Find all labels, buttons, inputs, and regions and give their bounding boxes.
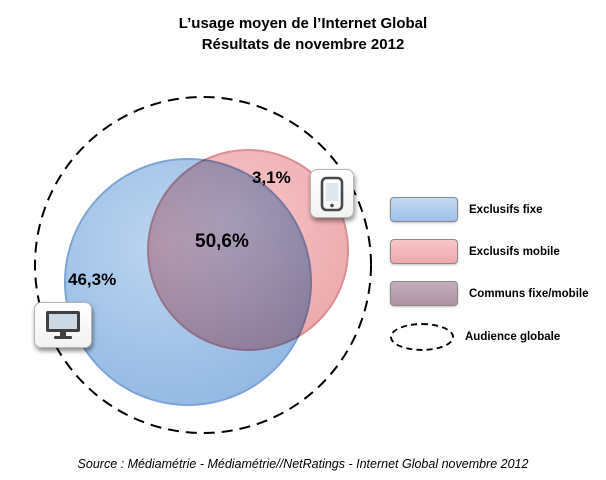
pct-label-exclusifs-fixe: 46,3% xyxy=(68,270,117,289)
legend-label-mobile: Exclusifs mobile xyxy=(469,245,560,258)
legend: Exclusifs fixe Exclusifs mobile Communs … xyxy=(390,197,589,351)
chart-subtitle: Résultats de novembre 2012 xyxy=(201,36,405,53)
pct-label-communs: 50,6% xyxy=(195,231,249,252)
audience-globale-circle xyxy=(34,96,372,434)
legend-label-fixe: Exclusifs fixe xyxy=(469,203,543,216)
source-caption: Source : Médiamétrie - Médiamétrie//NetR… xyxy=(77,457,529,471)
legend-swatch-audience-globale xyxy=(390,323,454,351)
venn-circle-mobile xyxy=(147,149,349,351)
desktop-monitor-icon xyxy=(34,302,92,348)
legend-swatch-mobile xyxy=(390,239,458,264)
smartphone-icon xyxy=(310,169,354,218)
legend-item-audience-globale: Audience globale xyxy=(390,323,589,351)
legend-item-communs: Communs fixe/mobile xyxy=(390,281,589,306)
legend-label-commun: Communs fixe/mobile xyxy=(469,287,589,300)
legend-swatch-fixe xyxy=(390,197,458,222)
chart-title-block: L’usage moyen de l’Internet Global Résul… xyxy=(0,13,606,55)
legend-label-audience: Audience globale xyxy=(465,331,561,343)
smartphone-glyph xyxy=(320,176,344,211)
legend-item-exclusifs-mobile: Exclusifs mobile xyxy=(390,239,589,264)
pct-label-exclusifs-mobile: 3,1% xyxy=(252,168,291,187)
legend-swatch-commun xyxy=(390,281,458,306)
legend-item-exclusifs-fixe: Exclusifs fixe xyxy=(390,197,589,222)
desktop-monitor-glyph xyxy=(46,311,80,339)
chart-title: L’usage moyen de l’Internet Global xyxy=(178,15,428,32)
